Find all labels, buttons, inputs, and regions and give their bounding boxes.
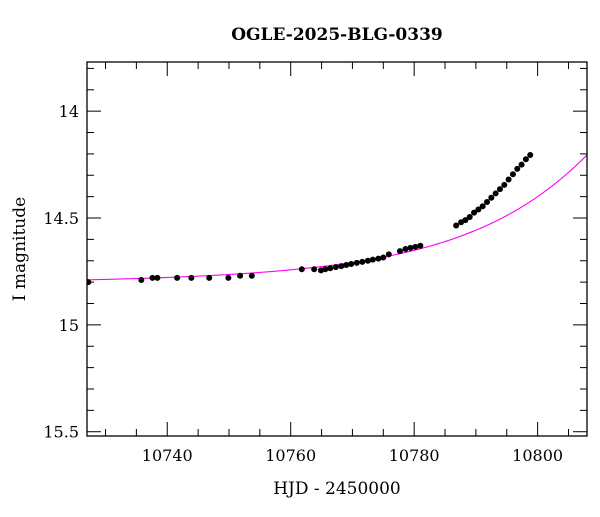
data-point: [348, 260, 355, 267]
data-point: [466, 213, 473, 220]
y-tick-label: 14: [59, 102, 79, 121]
data-point: [396, 248, 403, 255]
y-axis-label: I magnitude: [10, 197, 30, 301]
data-point: [518, 161, 525, 168]
data-point: [412, 243, 419, 250]
data-point: [479, 203, 486, 210]
data-point: [322, 266, 329, 273]
data-point: [505, 176, 512, 183]
data-point: [149, 274, 156, 281]
data-point: [475, 206, 482, 213]
data-point: [87, 279, 92, 286]
data-point: [402, 246, 409, 252]
x-tick-label: 10740: [142, 446, 193, 465]
data-point: [353, 259, 360, 266]
data-point: [380, 254, 387, 261]
axis-ticks: [87, 62, 587, 436]
data-point: [188, 274, 195, 281]
data-point: [375, 255, 382, 262]
data-point: [359, 258, 366, 265]
data-point: [488, 194, 495, 201]
data-point: [174, 274, 181, 281]
data-point: [225, 274, 232, 281]
data-point: [453, 222, 460, 229]
data-points-layer: [87, 151, 534, 286]
data-point: [343, 262, 350, 269]
data-point: [509, 171, 516, 178]
data-point: [332, 264, 339, 271]
data-point: [237, 272, 244, 279]
y-tick-label: 15.5: [43, 423, 79, 442]
data-point: [484, 198, 490, 205]
data-point: [311, 266, 318, 273]
x-tick-label: 10760: [265, 446, 316, 465]
y-tick-label: 14.5: [43, 209, 79, 228]
y-tick-label: 15: [59, 316, 79, 335]
data-point: [338, 263, 345, 270]
data-point: [527, 151, 534, 158]
data-point: [407, 244, 414, 251]
data-point: [496, 186, 503, 193]
data-point: [522, 156, 529, 163]
data-point: [138, 276, 145, 283]
data-point: [462, 217, 469, 224]
data-point: [385, 251, 392, 258]
data-point: [327, 265, 334, 272]
data-point: [514, 165, 521, 172]
chart-title: OGLE-2025-BLG-0339: [231, 25, 443, 45]
data-point: [206, 274, 213, 281]
plot-frame: [86, 61, 588, 437]
data-point: [364, 257, 371, 264]
x-axis-label: HJD - 2450000: [273, 479, 401, 499]
data-point: [501, 181, 508, 188]
x-tick-label: 10780: [389, 446, 440, 465]
data-point: [417, 242, 424, 249]
data-point: [248, 272, 255, 279]
tick-labels: 10740 10760 10780 10800 14 14.5 15 15.5: [43, 102, 563, 465]
data-point: [369, 256, 376, 263]
data-point: [154, 274, 161, 281]
data-point: [492, 190, 499, 197]
data-point: [298, 266, 305, 273]
data-point: [471, 209, 478, 216]
x-tick-label: 10800: [512, 446, 563, 465]
